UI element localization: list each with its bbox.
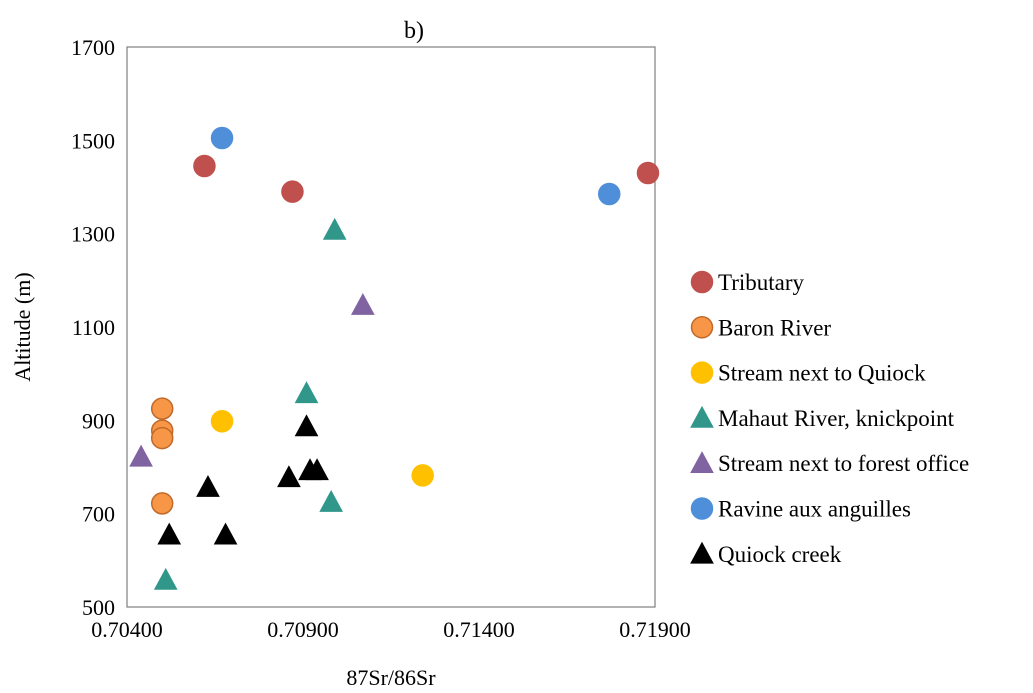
data-point: [210, 410, 234, 433]
legend-label: Stream next to Quiock: [718, 361, 926, 386]
data-points: [129, 126, 660, 590]
data-point: [150, 397, 174, 420]
data-point: [193, 154, 216, 178]
legend-marker: [690, 497, 714, 520]
data-point: [196, 475, 220, 497]
y-tick-label: 1700: [71, 35, 115, 60]
legend: Tributary Baron River Stream next to Quioc…: [690, 270, 969, 567]
data-point: [305, 458, 329, 481]
data-point: [210, 126, 234, 150]
data-point: [129, 444, 153, 467]
y-axis: 500 700 900 1100 1300 1500 1700: [71, 35, 115, 620]
legend-marker: [690, 270, 714, 294]
x-tick-label: 0.71400: [443, 617, 515, 642]
y-tick-label: 500: [82, 595, 115, 620]
data-point: [597, 182, 621, 206]
y-tick-label: 900: [82, 408, 115, 433]
data-point: [322, 217, 347, 240]
y-tick-label: 1300: [71, 222, 115, 247]
y-tick-label: 1500: [71, 128, 115, 153]
legend-label: Stream next to forest office: [718, 451, 969, 476]
x-tick-label: 0.70900: [267, 617, 339, 642]
data-point: [294, 381, 319, 404]
legend-marker: [690, 451, 714, 474]
y-tick-label: 1100: [72, 315, 115, 340]
plot-area: [126, 46, 656, 608]
legend-label: Mahaut River, knickpoint: [718, 406, 955, 431]
x-axis: 0.70400 0.70900 0.71400 0.71900: [91, 617, 691, 642]
legend-label: Baron River: [718, 315, 831, 340]
legend-marker: [690, 405, 714, 428]
data-point: [319, 489, 343, 512]
y-axis-title: Altitude (m): [10, 272, 35, 381]
data-point: [150, 426, 174, 450]
legend-label: Quiock creek: [718, 542, 842, 567]
data-point: [213, 522, 238, 545]
legend-marker: [690, 316, 714, 339]
y-tick-label: 700: [82, 502, 115, 527]
data-point: [153, 567, 178, 590]
data-point: [411, 464, 434, 487]
x-axis-title: 87Sr/86Sr: [346, 665, 436, 690]
legend-marker: [690, 541, 714, 564]
data-point: [281, 180, 304, 203]
legend-label: Tributary: [718, 270, 805, 295]
data-point: [294, 414, 319, 437]
x-tick-label: 0.71900: [619, 617, 691, 642]
data-point: [150, 492, 174, 515]
data-point: [351, 293, 375, 315]
legend-marker: [690, 361, 714, 384]
x-tick-label: 0.70400: [91, 617, 163, 642]
legend-label: Ravine aux anguilles: [718, 497, 911, 522]
data-point: [157, 522, 182, 545]
data-point: [636, 161, 660, 185]
data-point: [277, 465, 301, 488]
chart-title: b): [404, 18, 424, 44]
